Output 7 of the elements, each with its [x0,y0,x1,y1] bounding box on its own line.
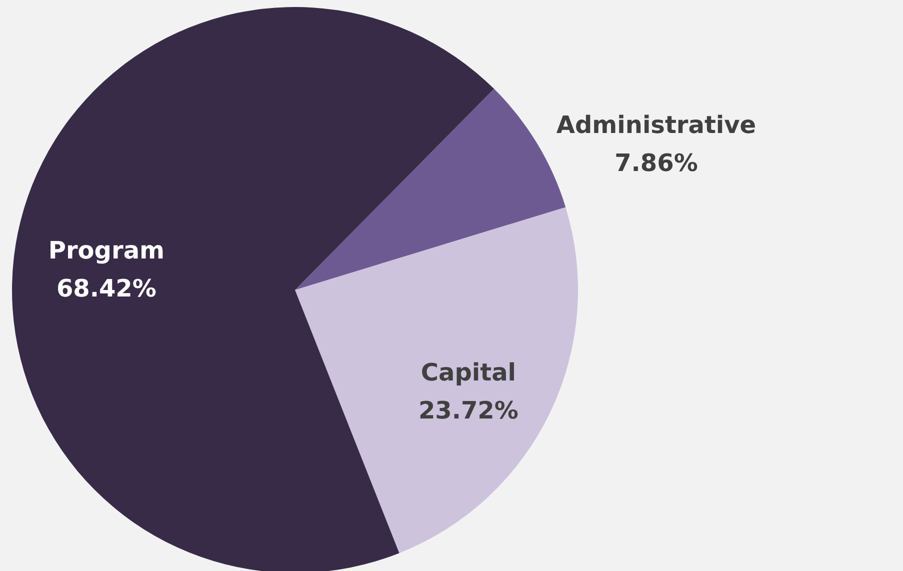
data-label: 23.72% [418,396,518,424]
data-label: 68.42% [56,274,156,303]
slice-label: Capital [420,358,516,386]
slice-label: Administrative [556,110,756,139]
data-label: 7.86% [614,148,698,177]
pie-slice [295,207,578,554]
slice-label: Program [48,236,165,265]
